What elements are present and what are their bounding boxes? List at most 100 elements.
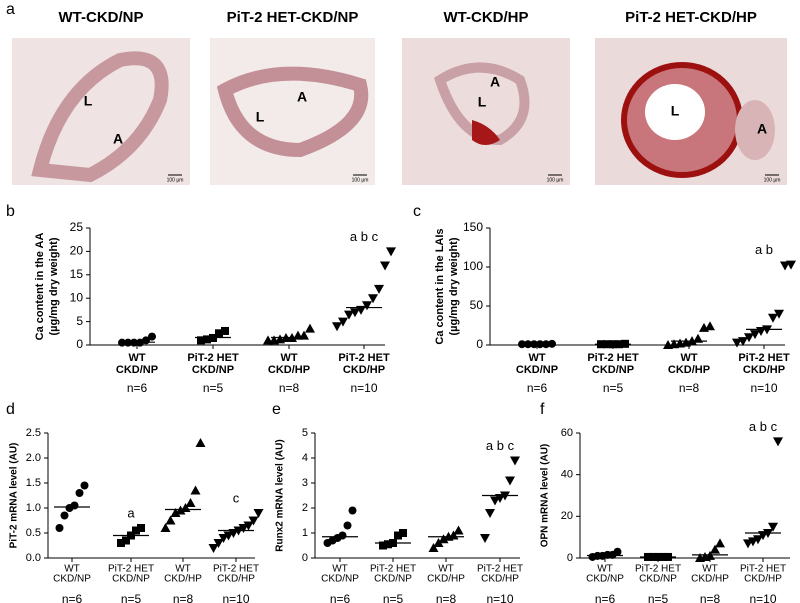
y-tick-label: 20 xyxy=(561,510,573,522)
point xyxy=(60,511,69,520)
x-tick-label: CKD/NP xyxy=(192,364,234,376)
x-tick-label: PiT-2 HET xyxy=(338,352,390,364)
x-tick-label: CKD/HP xyxy=(744,574,782,585)
x-tick-label: PiT-2 HET xyxy=(635,564,681,575)
image-label: L xyxy=(84,93,93,109)
y-tick-label: 60 xyxy=(561,427,573,439)
point xyxy=(350,308,360,318)
y-tick-label: 150 xyxy=(463,220,483,234)
image-label: L xyxy=(671,103,680,119)
point xyxy=(379,541,387,550)
n-label: n=5 xyxy=(603,381,624,395)
y-axis-label: (µg/mg dry weight) xyxy=(48,237,60,335)
x-tick-label: CKD/HP xyxy=(164,574,202,585)
n-label: n=8 xyxy=(679,381,700,395)
x-tick-label: WT xyxy=(128,352,145,364)
point xyxy=(374,284,384,294)
n-label: n=8 xyxy=(436,592,457,603)
point xyxy=(190,485,201,495)
point xyxy=(394,531,402,540)
point xyxy=(218,534,229,543)
panel-label: c xyxy=(413,203,421,220)
point xyxy=(148,332,156,341)
point xyxy=(80,481,89,490)
image-title: PiT-2 HET-CKD/HP xyxy=(625,9,757,26)
panel-label: b xyxy=(6,203,15,220)
y-tick-label: 0 xyxy=(302,552,308,564)
n-label: n=10 xyxy=(486,592,513,603)
y-axis-label: Ca content in the AA xyxy=(34,233,46,341)
n-label: n=6 xyxy=(127,381,148,395)
point xyxy=(399,529,407,537)
point xyxy=(710,544,720,554)
x-tick-label: CKD/NP xyxy=(639,574,677,585)
y-tick-label: 2.0 xyxy=(26,452,41,464)
point xyxy=(344,310,354,320)
n-label: n=8 xyxy=(279,381,300,395)
point xyxy=(195,438,206,447)
y-axis-label: (µg/mg dry weight) xyxy=(448,237,460,335)
tissue xyxy=(31,51,169,183)
point xyxy=(480,534,490,543)
point xyxy=(122,536,130,545)
y-tick-label: 4 xyxy=(302,452,308,464)
calcification xyxy=(472,120,500,145)
n-label: n=5 xyxy=(203,381,224,395)
point xyxy=(490,496,500,506)
y-tick-label: 5 xyxy=(76,314,83,328)
tissue xyxy=(735,100,775,160)
n-label: n=5 xyxy=(383,592,404,603)
x-tick-label: CKD/NP xyxy=(592,364,634,376)
point xyxy=(215,329,223,338)
image-label: A xyxy=(757,121,767,137)
point xyxy=(768,522,778,532)
x-tick-label: CKD/NP xyxy=(53,574,91,585)
x-tick-label: CKD/HP xyxy=(668,364,710,376)
y-tick-label: 2.5 xyxy=(26,427,41,439)
significance-label: a b c xyxy=(486,438,515,453)
significance-label: a xyxy=(127,505,135,520)
point xyxy=(732,338,742,348)
x-tick-label: CKD/HP xyxy=(343,364,385,376)
scale-label: 100 µm xyxy=(352,177,369,183)
point xyxy=(613,547,622,556)
y-axis-label: Runx2 mRNA level (AU) xyxy=(275,439,286,551)
point xyxy=(338,317,348,327)
x-tick-label: WT xyxy=(597,564,613,575)
image-label: L xyxy=(478,94,487,110)
point xyxy=(485,509,495,518)
point xyxy=(368,294,378,304)
point xyxy=(438,534,449,544)
x-tick-label: CKD/NP xyxy=(516,364,558,376)
x-tick-label: CKD/HP xyxy=(481,574,519,585)
point xyxy=(132,526,140,535)
n-label: n=6 xyxy=(330,592,351,603)
point xyxy=(223,531,234,541)
image-label: A xyxy=(490,74,500,90)
x-tick-label: PiT-2 HET xyxy=(370,564,416,575)
x-tick-label: PiT-2 HET xyxy=(477,564,523,575)
point xyxy=(75,489,84,497)
y-axis-label: OPN mRNA level (AU) xyxy=(540,444,551,548)
n-label: n=10 xyxy=(749,592,776,603)
point xyxy=(332,322,342,332)
point xyxy=(495,494,505,503)
point xyxy=(137,524,145,532)
n-label: n=10 xyxy=(222,592,249,603)
point xyxy=(705,321,715,331)
point xyxy=(221,326,229,335)
significance-label: a b c xyxy=(350,229,379,244)
x-tick-label: PiT-2 HET xyxy=(587,352,639,364)
point xyxy=(170,508,181,517)
x-tick-label: CKD/NP xyxy=(321,574,359,585)
panel-label: f xyxy=(540,401,545,418)
x-tick-label: PiT-2 HET xyxy=(187,352,239,364)
point xyxy=(750,330,760,340)
x-tick-label: WT xyxy=(332,564,348,575)
y-tick-label: 15 xyxy=(70,267,84,281)
point xyxy=(348,506,357,515)
significance-label: a b xyxy=(755,242,773,257)
point xyxy=(384,540,392,549)
point xyxy=(505,476,515,486)
image-title: PiT-2 HET-CKD/NP xyxy=(227,9,359,26)
